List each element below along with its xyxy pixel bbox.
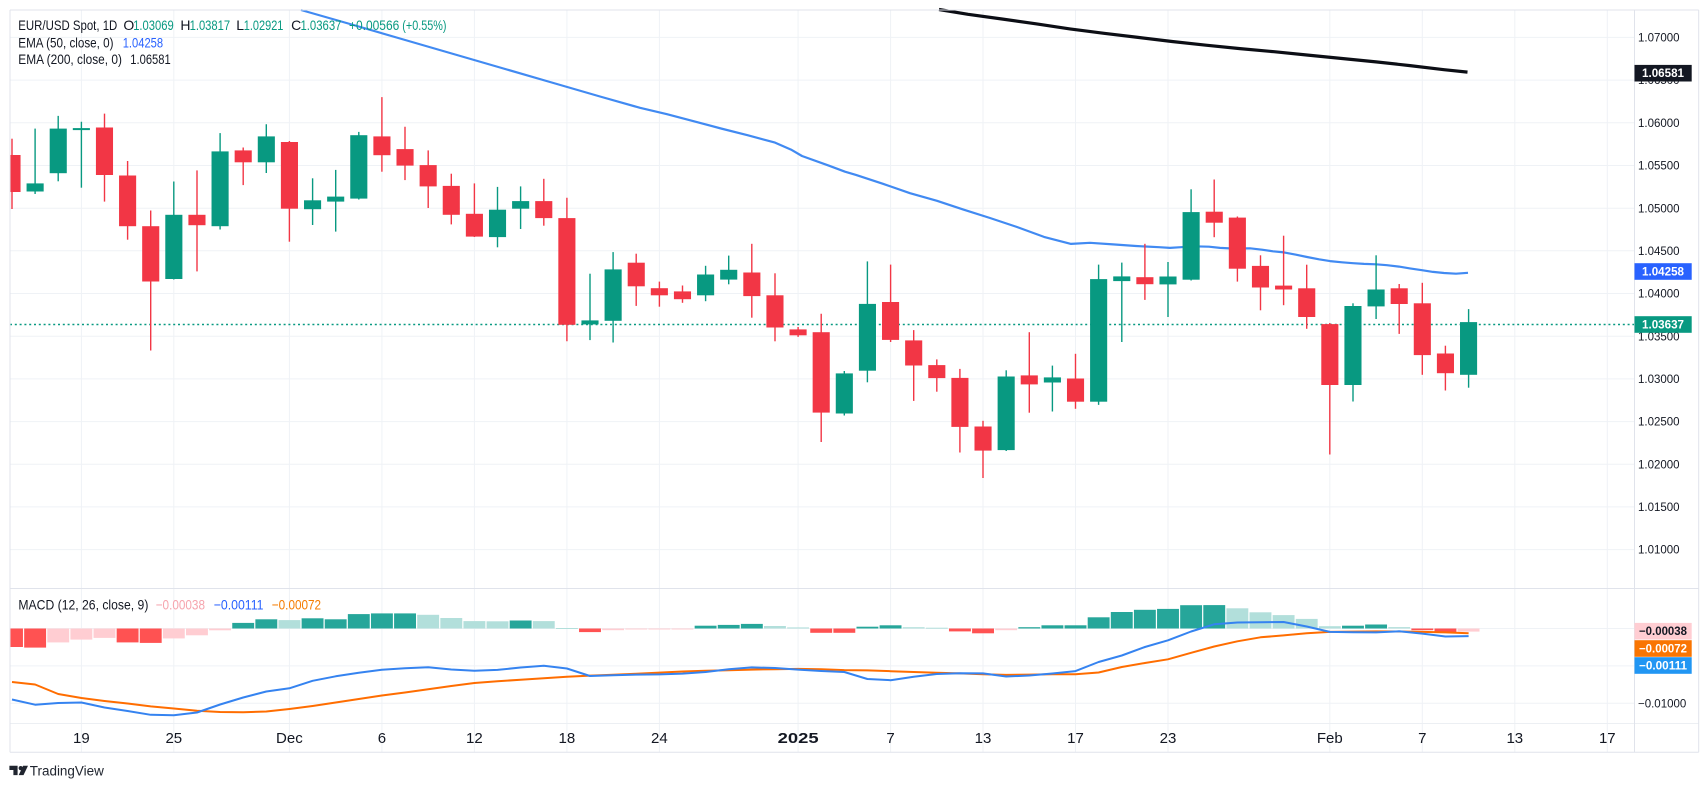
svg-text:EMA (200, close, 0): EMA (200, close, 0) [18,51,122,67]
svg-text:1.02921: 1.02921 [244,17,284,33]
svg-text:(+0.55%): (+0.55%) [402,17,446,33]
svg-text:1.04258: 1.04258 [123,35,164,51]
svg-text:18: 18 [559,730,576,747]
svg-text:2025: 2025 [778,730,819,747]
svg-text:1.03000: 1.03000 [1638,374,1680,386]
svg-text:1.02000: 1.02000 [1638,459,1680,471]
svg-text:1.06581: 1.06581 [130,51,171,67]
svg-text:17: 17 [1599,730,1616,747]
svg-text:1.05500: 1.05500 [1638,161,1680,173]
svg-text:O: O [123,17,134,33]
svg-text:1.02500: 1.02500 [1638,417,1680,429]
svg-text:−0.00111: −0.00111 [214,597,264,613]
svg-text:1.07000: 1.07000 [1638,33,1680,45]
svg-text:−0.00038: −0.00038 [156,597,205,613]
svg-text:MACD (12, 26, close, 9): MACD (12, 26, close, 9) [18,597,148,613]
svg-text:12: 12 [466,730,483,747]
svg-text:1.01500: 1.01500 [1638,502,1680,514]
svg-text:L: L [236,17,244,33]
svg-text:−0.00038: −0.00038 [1639,626,1688,638]
svg-text:1.05000: 1.05000 [1638,203,1680,215]
svg-text:1.03637: 1.03637 [1642,320,1684,332]
svg-text:13: 13 [975,730,992,747]
svg-text:−0.00072: −0.00072 [272,597,321,613]
svg-text:7: 7 [886,730,894,747]
svg-text:C: C [291,17,301,33]
svg-text:1.03817: 1.03817 [190,17,231,33]
svg-text:−0.01000: −0.01000 [1638,698,1686,710]
svg-text:+0.00566: +0.00566 [349,17,399,33]
svg-text:17: 17 [1067,730,1084,747]
svg-text:1.04258: 1.04258 [1642,267,1685,279]
svg-text:19: 19 [73,730,90,747]
svg-text:1.04000: 1.04000 [1638,289,1680,301]
svg-text:25: 25 [165,730,182,747]
svg-text:7: 7 [1418,730,1426,747]
svg-text:−0.00111: −0.00111 [1639,661,1688,673]
svg-text:EMA (50, close, 0): EMA (50, close, 0) [18,35,113,51]
svg-text:13: 13 [1506,730,1523,747]
svg-text:EUR/USD Spot, 1D: EUR/USD Spot, 1D [18,17,117,33]
svg-text:24: 24 [651,730,668,747]
svg-text:TradingView: TradingView [30,764,104,779]
svg-text:1.03069: 1.03069 [133,17,174,33]
svg-text:1.04500: 1.04500 [1638,246,1680,258]
svg-text:23: 23 [1160,730,1177,747]
svg-text:6: 6 [378,730,386,747]
svg-text:1.03637: 1.03637 [301,17,342,33]
svg-text:H: H [180,17,190,33]
svg-text:1.06000: 1.06000 [1638,118,1680,130]
svg-text:Feb: Feb [1317,730,1343,747]
svg-text:1.03500: 1.03500 [1638,331,1680,343]
svg-text:1.06581: 1.06581 [1642,68,1685,80]
svg-text:−0.00072: −0.00072 [1639,644,1687,656]
svg-text:Dec: Dec [276,730,303,747]
svg-text:1.01000: 1.01000 [1638,545,1680,557]
